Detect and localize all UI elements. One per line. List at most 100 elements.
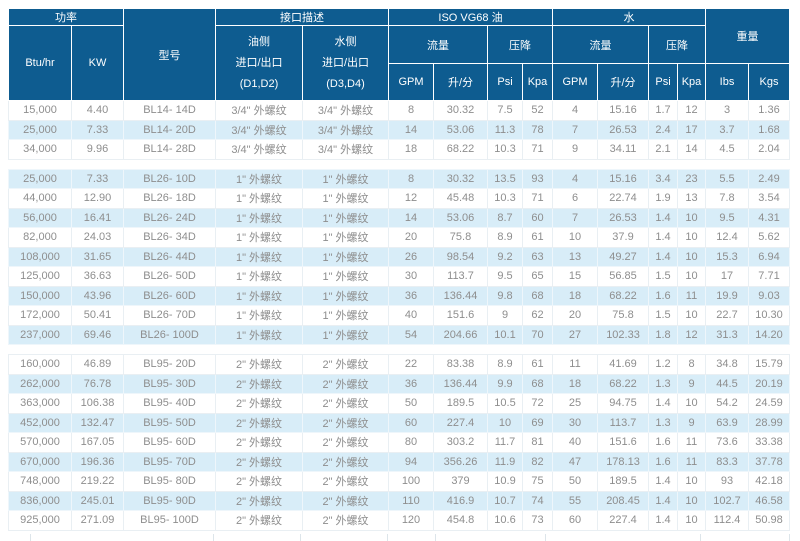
cell-water-lpm: 49.27 xyxy=(597,246,650,267)
cell-kw: 76.78 xyxy=(71,373,124,394)
cell-oil-gpm: 20 xyxy=(388,227,434,248)
cell-water-psi: 1.9 xyxy=(648,188,679,209)
cell-model: BL95- 70D xyxy=(123,451,216,472)
cell-kw: 7.33 xyxy=(71,168,124,189)
cell-kw: 106.38 xyxy=(71,393,124,414)
cell-water-port: 2" 外螺纹 xyxy=(302,471,389,492)
cell-oil-kpa: 52 xyxy=(521,100,554,121)
cell-oil-port: 3/4" 外螺纹 xyxy=(215,139,303,160)
table-row: 452,000 132.47 BL95- 50D 2" 外螺纹 2" 外螺纹 60 227.… xyxy=(8,412,791,433)
cell-oil-lpm: 136.44 xyxy=(433,285,488,306)
cell-kgs: 7.71 xyxy=(748,266,791,287)
oil-side-line1: 油侧 xyxy=(248,35,270,48)
cell-kgs: 10.30 xyxy=(748,305,791,326)
cell-oil-lpm: 136.44 xyxy=(433,373,488,394)
cell-water-port: 2" 外螺纹 xyxy=(302,490,389,511)
cell-water-gpm: 15 xyxy=(552,266,599,287)
table-row: 160,000 46.89 BL95- 20D 2" 外螺纹 2" 外螺纹 22 83.38… xyxy=(8,354,791,375)
cell-water-lpm: 26.53 xyxy=(597,119,650,140)
table-row: 748,000 219.22 BL95- 80D 2" 外螺纹 2" 外螺纹 100 379… xyxy=(8,471,791,492)
table-row: 150,000 43.96 BL26- 60D 1" 外螺纹 1" 外螺纹 36 136.4… xyxy=(8,285,791,306)
cell-oil-gpm: 14 xyxy=(388,207,434,228)
cell-oil-kpa: 65 xyxy=(521,266,554,287)
header-btu-hr: Btu/hr xyxy=(8,25,72,101)
table-row: 670,000 196.36 BL95- 70D 2" 外螺纹 2" 外螺纹 94 356.… xyxy=(8,451,791,472)
cell-water-psi: 1.3 xyxy=(648,373,679,394)
cell-water-psi: 1.6 xyxy=(648,432,679,453)
cell-kgs: 4.31 xyxy=(748,207,791,228)
header-water-kpa: Kpa xyxy=(677,63,707,101)
cell-oil-gpm: 40 xyxy=(388,305,434,326)
cell-water-psi: 1.8 xyxy=(648,324,679,345)
cell-kw: 46.89 xyxy=(71,354,124,375)
table-row: 570,000 167.05 BL95- 60D 2" 外螺纹 2" 外螺纹 80 303.… xyxy=(8,432,791,453)
cell-water-lpm: 68.22 xyxy=(597,285,650,306)
cell-oil-psi: 7.5 xyxy=(487,100,523,121)
cell-oil-gpm: 12 xyxy=(388,188,434,209)
cell-oil-gpm: 110 xyxy=(388,490,434,511)
cell-water-kpa: 11 xyxy=(677,432,707,453)
cell-oil-psi: 9 xyxy=(487,305,523,326)
cell-lbs: 93 xyxy=(705,471,750,492)
cell-oil-port: 2" 外螺纹 xyxy=(215,490,303,511)
cell-water-gpm: 4 xyxy=(552,168,599,189)
cell-kgs: 50.98 xyxy=(748,510,791,531)
cell-oil-port: 1" 外螺纹 xyxy=(215,266,303,287)
cell-water-lpm: 208.45 xyxy=(597,490,650,511)
cell-oil-psi: 10.9 xyxy=(487,471,523,492)
table-row: 108,000 31.65 BL26- 44D 1" 外螺纹 1" 外螺纹 26 98.54… xyxy=(8,246,791,267)
cell-water-gpm: 7 xyxy=(552,119,599,140)
cell-oil-kpa: 93 xyxy=(521,168,554,189)
cell-kw: 167.05 xyxy=(71,432,124,453)
cell-oil-psi: 8.9 xyxy=(487,227,523,248)
cell-oil-kpa: 70 xyxy=(521,324,554,345)
cell-oil-kpa: 61 xyxy=(521,354,554,375)
cell-water-lpm: 151.6 xyxy=(597,432,650,453)
cell-oil-lpm: 204.66 xyxy=(433,324,488,345)
cell-oil-psi: 11.3 xyxy=(487,119,523,140)
cell-model: BL95- 40D xyxy=(123,393,216,414)
cell-oil-psi: 10.6 xyxy=(487,510,523,531)
header-oil-flow: 流量 xyxy=(388,25,488,64)
cell-water-gpm: 40 xyxy=(552,432,599,453)
cell-model: BL26- 18D xyxy=(123,188,216,209)
cell-oil-lpm: 356.26 xyxy=(433,451,488,472)
cell-model: BL26- 60D xyxy=(123,285,216,306)
cell-water-gpm: 18 xyxy=(552,373,599,394)
cell-water-kpa: 12 xyxy=(677,324,707,345)
group-separator xyxy=(8,159,790,169)
cell-water-port: 3/4" 外螺纹 xyxy=(302,100,389,121)
cell-oil-gpm: 100 xyxy=(388,471,434,492)
cell-oil-gpm: 18 xyxy=(388,139,434,160)
cell-water-gpm: 60 xyxy=(552,510,599,531)
cell-oil-kpa: 72 xyxy=(521,393,554,414)
table-row: 34,000 9.96 BL14- 28D 3/4" 外螺纹 3/4" 外螺纹 18 68.… xyxy=(8,139,791,160)
cell-water-lpm: 56.85 xyxy=(597,266,650,287)
table-row: 44,000 12.90 BL26- 18D 1" 外螺纹 1" 外螺纹 12 45.48 1… xyxy=(8,188,791,209)
group-separator xyxy=(8,344,790,355)
cell-oil-gpm: 36 xyxy=(388,373,434,394)
cell-btu-hr: 836,000 xyxy=(8,490,72,511)
cell-lbs: 15.3 xyxy=(705,246,750,267)
cell-water-psi: 1.4 xyxy=(648,490,679,511)
header-oil-gpm: GPM xyxy=(388,63,434,101)
cell-water-psi: 1.4 xyxy=(648,227,679,248)
cell-water-lpm: 37.9 xyxy=(597,227,650,248)
cell-water-gpm: 9 xyxy=(552,139,599,160)
table-row: 25,000 7.33 BL14- 20D 3/4" 外螺纹 3/4" 外螺纹 14 53.… xyxy=(8,119,791,140)
cell-water-kpa: 10 xyxy=(677,227,707,248)
cell-water-port: 1" 外螺纹 xyxy=(302,188,389,209)
cell-oil-kpa: 63 xyxy=(521,246,554,267)
table-row: 363,000 106.38 BL95- 40D 2" 外螺纹 2" 外螺纹 50 189.… xyxy=(8,393,791,414)
cell-oil-port: 1" 外螺纹 xyxy=(215,188,303,209)
cell-lbs: 112.4 xyxy=(705,510,750,531)
cell-water-kpa: 14 xyxy=(677,139,707,160)
cell-oil-psi: 10 xyxy=(487,412,523,433)
oil-side-line2: 进口/出口 xyxy=(235,56,283,69)
header-oil-drop: 压降 xyxy=(486,25,554,64)
water-side-line2: 进口/出口 xyxy=(321,56,370,69)
cell-water-port: 3/4" 外螺纹 xyxy=(302,139,389,160)
cell-water-lpm: 68.22 xyxy=(597,373,650,394)
cell-water-psi: 1.7 xyxy=(648,100,679,121)
cell-water-gpm: 50 xyxy=(552,471,599,492)
